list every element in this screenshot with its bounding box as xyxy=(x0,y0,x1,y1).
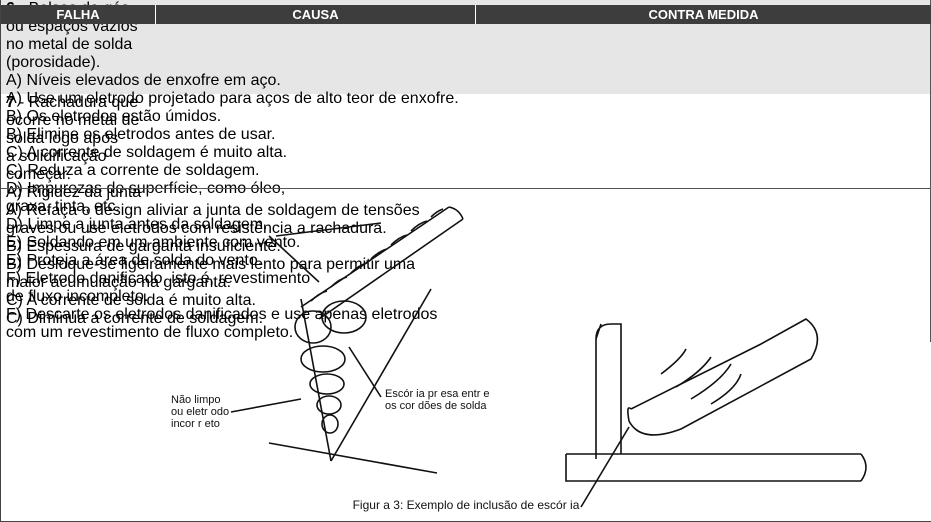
cause-cell: A) Níveis elevados de enxofre em aço. xyxy=(1,72,931,90)
measure-cell: A) Refaça o design aliviar a junta de so… xyxy=(1,202,931,238)
fault-text: no metal de solda xyxy=(6,36,133,53)
fault-line: começar. xyxy=(6,166,925,184)
cause-line: E) Soldando em um ambiente com vento. xyxy=(6,234,301,251)
measure-line: graves ou use eletrodos com resistência … xyxy=(6,220,387,237)
measure-line: maior acumulação na garganta. xyxy=(6,274,232,291)
label-left: Não limpo xyxy=(171,394,221,406)
fault-text: ocorre no metal de xyxy=(6,112,140,129)
label-right: Escór ia pr esa entr e xyxy=(385,388,490,400)
weld-drawing-left xyxy=(230,206,464,474)
cause-line: C) A corrente de solda é muito alta. xyxy=(6,292,256,309)
measure-line: A) Use um eletrodo projetado para aços d… xyxy=(6,90,459,107)
fault-cell: 7- Rachadura que ocorre no metal de solda … xyxy=(1,94,931,184)
fault-text: a solidificação xyxy=(6,148,107,165)
label-left: ou eletr odo xyxy=(171,406,229,418)
cause-cell: F) Eletrodo danificado, isto é, revestim… xyxy=(1,270,931,306)
measure-cell: B) Desloque-se ligeiramente mais lento p… xyxy=(1,256,931,292)
cause-line: F) Eletrodo danificado, isto é, revestim… xyxy=(6,270,311,287)
fault-line: solda logo após xyxy=(6,130,925,148)
header-cell: CAUSA xyxy=(156,5,476,24)
cause-line: de fluxo incompleto. xyxy=(6,288,149,305)
measure-line: A) Refaça o design aliviar a junta de so… xyxy=(6,202,420,219)
fault-number: 7 xyxy=(6,94,15,111)
fault-line: 7- Rachadura que xyxy=(6,94,925,112)
fault-text: solda logo após xyxy=(6,130,119,147)
measure-line: C) Reduza a corrente de soldagem. xyxy=(6,162,260,179)
fault-line: no metal de solda xyxy=(6,36,925,54)
measure-line: F) Descarte os eletrodos danificados e u… xyxy=(6,306,438,323)
measure-line: com um revestimento de fluxo completo. xyxy=(6,324,294,341)
cause-line: A) Níveis elevados de enxofre em aço. xyxy=(6,72,281,89)
fault-text: - Rachadura que xyxy=(18,94,139,111)
header-cell: CONTRA MEDIDA xyxy=(648,7,759,22)
cause-line: B) Espessura de garganta insuficiente. xyxy=(6,238,281,255)
label-right: os cor dões de solda xyxy=(385,400,487,412)
fault-text: começar. xyxy=(6,166,71,183)
header-cell: FALHA xyxy=(1,5,156,24)
fault-line: a solidificação xyxy=(6,148,925,166)
measure-cell: F) Descarte os eletrodos danificados e u… xyxy=(1,306,931,342)
measure-line: E) Proteja a área de solda do vento. xyxy=(6,252,263,269)
cause-line: C) A corrente de soldagem é muito alta. xyxy=(6,144,288,161)
fault-text: (porosidade). xyxy=(6,54,101,71)
cause-line: graxa, tinta, etc. xyxy=(6,198,120,215)
fault-line: (porosidade). xyxy=(6,54,925,72)
measure-line: D) Limpe a junta antes da soldagem. xyxy=(6,216,268,233)
measure-line: B) Elimine os eletrodos antes de usar. xyxy=(6,126,276,143)
figure-caption: Figur a 3: Exemplo de inclusão de escór … xyxy=(353,498,580,512)
table-row: 7- Rachadura que ocorre no metal de solda … xyxy=(1,94,931,328)
weld-drawing-right xyxy=(565,318,867,508)
measure-line: C) Diminua a corrente de soldagem. xyxy=(6,310,264,327)
fault-line: ocorre no metal de xyxy=(6,112,925,130)
measure-line: B) Desloque-se ligeiramente mais lento p… xyxy=(6,256,416,273)
table-header: FALHA CAUSA CONTRA MEDIDA xyxy=(1,5,931,24)
cause-line: B) Os eletrodos estão úmidos. xyxy=(6,108,222,125)
label-left: incor r eto xyxy=(171,418,220,430)
